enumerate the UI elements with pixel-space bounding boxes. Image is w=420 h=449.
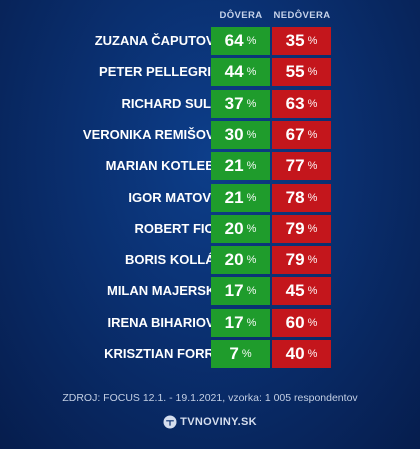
tvnoviny-logo-icon [163,415,177,429]
trust-value: 44 [224,62,244,81]
distrust-value: 55 [285,62,305,81]
source-note: ZDROJ: FOCUS 12.1. - 19.1.2021, vzorka: … [62,392,358,404]
politician-name: IGOR MATOVIČ [128,190,224,205]
table-row: IGOR MATOVIČ 21% 78% [0,184,420,212]
trust-value: 20 [224,219,244,238]
table-row: BORIS KOLLÁR 20% 79% [0,246,420,274]
trust-value-cell: 17% [211,277,270,305]
distrust-value: 79 [285,250,305,269]
percent-sign: % [307,254,318,266]
distrust-value-cell: 78% [272,184,331,212]
percent-sign: % [246,66,257,78]
percent-sign: % [246,98,257,110]
percent-sign: % [307,98,318,110]
logo-text: TVNOVINY.SK [180,416,257,428]
distrust-value-cell: 77% [272,152,331,180]
header-trust: DÔVERA [219,10,263,21]
distrust-value: 60 [285,313,305,332]
distrust-value: 77 [285,156,305,175]
table-row: IRENA BIHARIOVÁ 17% 60% [0,309,420,337]
politician-name: BORIS KOLLÁR [125,252,224,267]
trust-value: 37 [224,94,244,113]
trust-value-cell: 37% [211,90,270,118]
percent-sign: % [246,254,257,266]
distrust-value-cell: 60% [272,309,331,337]
trust-value-cell: 21% [211,152,270,180]
table-row: ZUZANA ČAPUTOVÁ 64% 35% [0,27,420,55]
distrust-value: 67 [285,125,305,144]
distrust-value-cell: 55% [272,58,331,86]
percent-sign: % [246,223,257,235]
trust-value: 21 [224,156,244,175]
trust-value-cell: 64% [211,27,270,55]
distrust-value-cell: 40% [272,340,331,368]
percent-sign: % [307,285,318,297]
trust-value-cell: 20% [211,215,270,243]
distrust-value: 40 [285,344,305,363]
distrust-value-cell: 79% [272,215,331,243]
percent-sign: % [246,160,257,172]
politician-name: MARIAN KOTLEBA [105,158,224,173]
trust-value: 20 [224,250,244,269]
percent-sign: % [246,129,257,141]
trust-value-cell: 30% [211,121,270,149]
percent-sign: % [307,160,318,172]
politician-name: KRISZTIAN FORRÓ [104,346,224,361]
table-row: RICHARD SULÍK 37% 63% [0,90,420,118]
politician-name: ZUZANA ČAPUTOVÁ [94,33,224,48]
distrust-value-cell: 63% [272,90,331,118]
distrust-value-cell: 45% [272,277,331,305]
distrust-value: 45 [285,281,305,300]
politician-name: IRENA BIHARIOVÁ [107,315,224,330]
trust-value-cell: 44% [211,58,270,86]
percent-sign: % [307,192,318,204]
trust-value: 17 [224,281,244,300]
table-row: PETER PELLEGRINI 44% 55% [0,58,420,86]
column-headers: DÔVERA NEDÔVERA [0,10,420,24]
politician-name: VERONIKA REMIŠOVÁ [82,127,224,142]
trust-value: 7 [229,344,239,363]
trust-value-cell: 20% [211,246,270,274]
percent-sign: % [307,66,318,78]
percent-sign: % [307,129,318,141]
distrust-value-cell: 67% [272,121,331,149]
trust-value: 64 [224,31,244,50]
politician-name: PETER PELLEGRINI [99,64,224,79]
distrust-value-cell: 79% [272,246,331,274]
distrust-value-cell: 35% [272,27,331,55]
distrust-value: 78 [285,188,305,207]
table-row: VERONIKA REMIŠOVÁ 30% 67% [0,121,420,149]
trust-value: 30 [224,125,244,144]
trust-value-cell: 17% [211,309,270,337]
percent-sign: % [241,348,252,360]
percent-sign: % [246,35,257,47]
politician-name: MILAN MAJERSKÝ [106,283,224,298]
percent-sign: % [307,35,318,47]
trust-value: 17 [224,313,244,332]
percent-sign: % [246,192,257,204]
brand-logo: TVNOVINY.SK [0,414,420,430]
percent-sign: % [246,285,257,297]
percent-sign: % [307,317,318,329]
politician-name: ROBERT FICO [134,221,224,236]
header-distrust: NEDÔVERA [273,10,331,21]
percent-sign: % [307,223,318,235]
trust-value: 21 [224,188,244,207]
table-row: MILAN MAJERSKÝ 17% 45% [0,277,420,305]
table-row: ROBERT FICO 20% 79% [0,215,420,243]
percent-sign: % [246,317,257,329]
trust-value-cell: 7% [211,340,270,368]
politician-name: RICHARD SULÍK [121,96,224,111]
distrust-value: 35 [285,31,305,50]
distrust-value: 79 [285,219,305,238]
table-row: KRISZTIAN FORRÓ 7% 40% [0,340,420,368]
percent-sign: % [307,348,318,360]
trust-value-cell: 21% [211,184,270,212]
distrust-value: 63 [285,94,305,113]
table-row: MARIAN KOTLEBA 21% 77% [0,152,420,180]
